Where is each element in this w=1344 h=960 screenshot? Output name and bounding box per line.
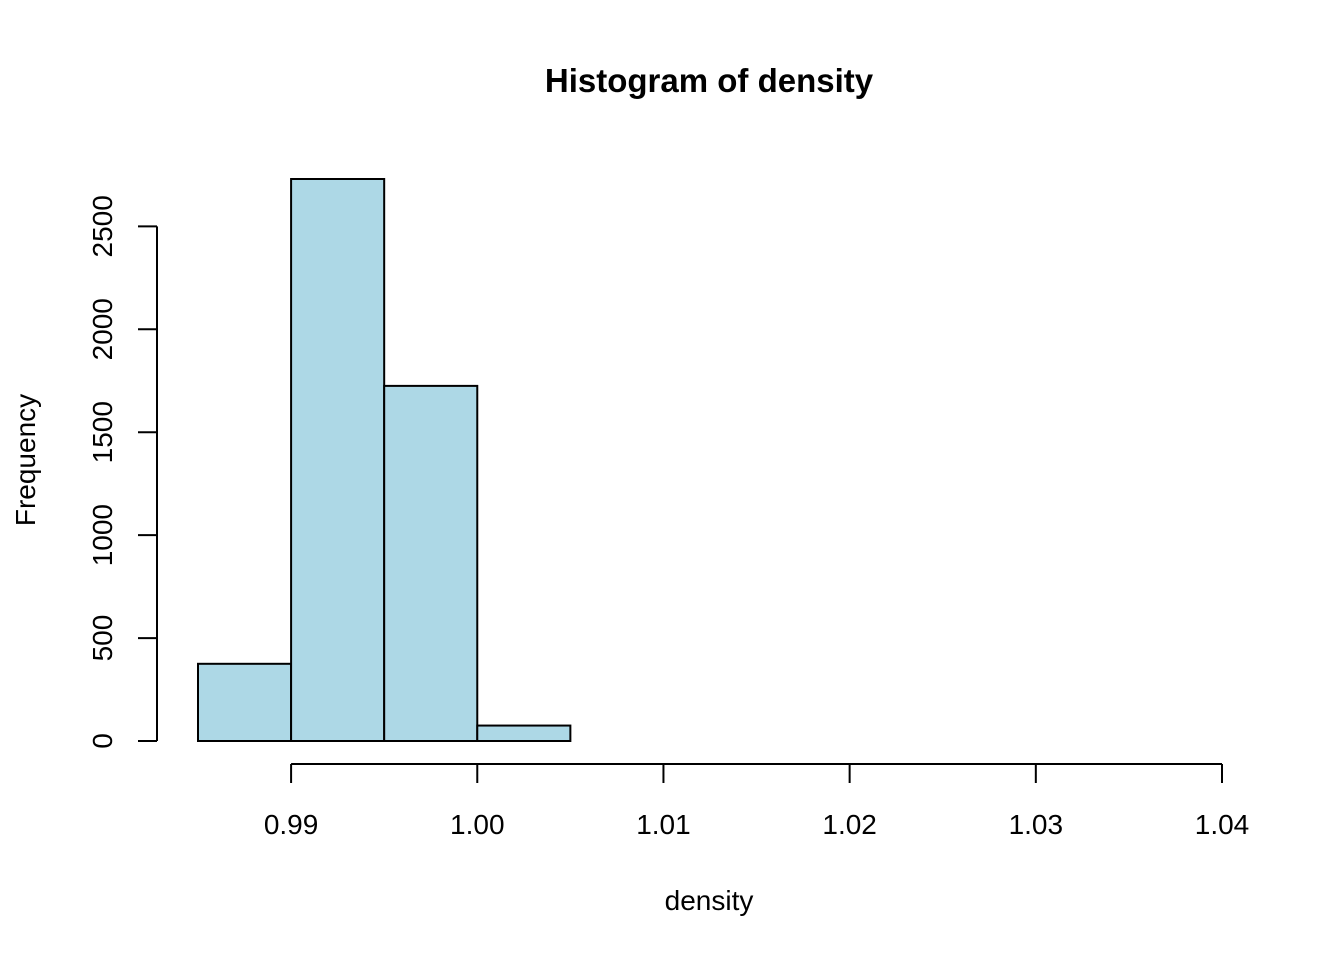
x-tick-label: 1.01 [636, 809, 691, 840]
x-tick-label: 1.02 [822, 809, 877, 840]
histogram-bar [383, 384, 479, 742]
histogram-bar [476, 724, 572, 742]
y-tick-label: 0 [87, 733, 118, 749]
y-tick-label: 1500 [87, 401, 118, 463]
y-axis: 0 500 1000 1500 2000 2500 [87, 195, 158, 749]
x-tick-label: 1.00 [450, 809, 505, 840]
x-axis: 0.99 1.00 1.01 1.02 1.03 1.04 [264, 763, 1250, 840]
histogram-bar [197, 662, 293, 742]
y-tick-label: 1000 [87, 504, 118, 566]
y-tick-label: 500 [87, 615, 118, 662]
y-tick-label: 2000 [87, 298, 118, 360]
x-tick-label: 1.03 [1009, 809, 1064, 840]
x-tick-label: 0.99 [264, 809, 319, 840]
x-axis-label: density [665, 885, 754, 916]
bars-group [197, 178, 572, 742]
y-axis-label: Frequency [10, 394, 41, 526]
x-tick-label: 1.04 [1195, 809, 1250, 840]
histogram-bar [290, 178, 386, 742]
chart-title: Histogram of density [545, 62, 874, 99]
y-tick-label: 2500 [87, 195, 118, 257]
